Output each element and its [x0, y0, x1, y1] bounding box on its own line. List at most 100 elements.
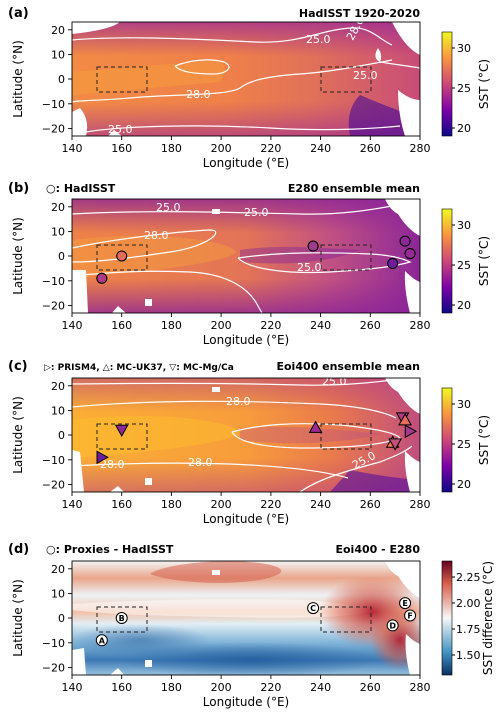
y-axis-label: Latitude (°N)	[11, 217, 25, 295]
proxy-marker-label: F	[407, 612, 412, 621]
y-tick-label: −20	[42, 123, 65, 136]
proxy-marker	[399, 597, 412, 610]
y-tick-label: 10	[51, 588, 65, 601]
contour-label: 28.0	[186, 88, 211, 101]
contour-label: 25.0	[306, 33, 331, 46]
colorbar-tick: 1.50	[456, 649, 481, 662]
y-tick-labels: 20 10 0 −10 −20	[42, 24, 65, 136]
proxy-marker-label: D	[389, 621, 396, 630]
y-tick-label: 10	[51, 49, 65, 62]
x-tick-label: 280	[410, 681, 431, 694]
colorbar-tick: 20	[457, 299, 471, 312]
region-boxes	[96, 244, 372, 271]
sst-contours	[72, 379, 413, 492]
panel-b: 25.0 25.0 28.0 25.0 140 160 180 200 220 …	[8, 181, 491, 347]
region-boxes	[96, 66, 372, 93]
y-tick-label: −10	[42, 275, 65, 288]
colorbar-tick: 25	[457, 82, 471, 95]
y-tick-label: 0	[58, 612, 65, 625]
y-tick-label: 0	[58, 250, 65, 263]
x-axis-label: Longitude (°E)	[203, 695, 289, 709]
x-tick-label: 240	[310, 681, 331, 694]
colorbar-tick: 30	[457, 398, 471, 411]
x-tick-label: 160	[111, 681, 132, 694]
x-tick-labels: 140 160 180 200 220 240 260 280	[62, 498, 431, 511]
x-tick-labels: 140 160 180 200 220 240 260 280	[62, 319, 431, 332]
hadisst-marker	[96, 272, 108, 284]
y-tick-label: 0	[58, 429, 65, 442]
x-tick-labels: 140 160 180 200 220 240 260 280	[62, 681, 431, 694]
region-boxes	[96, 606, 372, 633]
region-boxes	[96, 423, 372, 450]
y-tick-label: 20	[51, 380, 65, 393]
x-tick-label: 240	[310, 142, 331, 155]
y-tick-label: 0	[58, 73, 65, 86]
colorbar-tick: 25	[457, 259, 471, 272]
x-ticks	[71, 136, 421, 140]
contour-label: 28.0	[188, 456, 213, 469]
proxy-markers	[96, 412, 418, 465]
x-tick-label: 180	[161, 319, 182, 332]
proxy-marker	[386, 619, 399, 632]
y-axis-label: Latitude (°N)	[11, 396, 25, 474]
x-tick-label: 140	[62, 319, 83, 332]
hadisst-marker	[404, 247, 416, 260]
triangle-up-marker	[308, 420, 323, 433]
y-ticks	[68, 206, 72, 307]
triangle-down-marker	[388, 438, 402, 451]
triangle-right-marker	[404, 424, 418, 439]
contour-label: 28.0	[144, 229, 169, 242]
y-tick-label: −20	[42, 300, 65, 313]
panel-label: (d)	[8, 542, 29, 557]
x-tick-label: 200	[211, 498, 232, 511]
colorbar: 30 25 20 SST (°C)	[441, 208, 491, 314]
legend-text: ○: Proxies - HadISST	[46, 543, 174, 556]
colorbar-tick: 20	[457, 478, 471, 491]
y-tick-label: −10	[42, 98, 65, 111]
proxy-marker	[95, 634, 108, 647]
panel-title: Eoi400 - E280	[335, 543, 420, 556]
colorbar-tick: 20	[457, 122, 471, 135]
colorbar-tick: 2.25	[456, 571, 481, 584]
y-axis-label: Latitude (°N)	[11, 40, 25, 118]
contour-label: 28.0	[226, 395, 251, 408]
x-ticks	[71, 313, 421, 317]
y-ticks	[68, 385, 72, 486]
colorbar-tick: 25	[457, 438, 471, 451]
panel-title: E280 ensemble mean	[288, 182, 420, 195]
hadisst-marker	[399, 235, 411, 247]
x-tick-label: 240	[310, 498, 331, 511]
legend-text: ▷: PRISM4, △: MC-UK37, ▽: MC-Mg/Ca	[44, 363, 234, 373]
y-tick-label: −10	[42, 454, 65, 467]
contour-label: 25.0	[353, 69, 378, 82]
proxy-marker-label: A	[99, 636, 106, 645]
legend-text: ○: HadISST	[46, 182, 116, 195]
sst-contours	[72, 27, 420, 133]
contour-label: 25.0	[156, 201, 181, 214]
x-tick-label: 160	[111, 319, 132, 332]
proxy-marker	[307, 602, 320, 615]
x-tick-label: 140	[62, 498, 83, 511]
proxy-marker	[404, 609, 417, 622]
y-tick-labels: 20 10 0 −10 −20	[42, 380, 65, 492]
sst-difference-field	[72, 561, 420, 675]
x-tick-labels: 140 160 180 200 220 240 260 280	[62, 142, 431, 155]
proxy-difference-markers: A B C D EF	[95, 597, 417, 647]
contour-label: 28.0	[100, 458, 125, 471]
x-tick-label: 280	[410, 498, 431, 511]
x-tick-label: 140	[62, 142, 83, 155]
y-ticks	[68, 568, 72, 669]
x-tick-label: 280	[410, 142, 431, 155]
proxy-marker	[115, 612, 128, 624]
x-tick-label: 220	[260, 498, 281, 511]
contour-label: 25.0	[108, 123, 133, 136]
hadisst-marker	[387, 257, 399, 269]
y-tick-label: 10	[51, 226, 65, 239]
x-tick-label: 280	[410, 319, 431, 332]
proxy-marker-label: B	[119, 614, 125, 623]
y-tick-labels: 20 10 0 −10 −20	[42, 201, 65, 313]
y-ticks	[68, 29, 72, 130]
hadisst-marker	[116, 250, 128, 262]
y-tick-label: −10	[42, 637, 65, 650]
